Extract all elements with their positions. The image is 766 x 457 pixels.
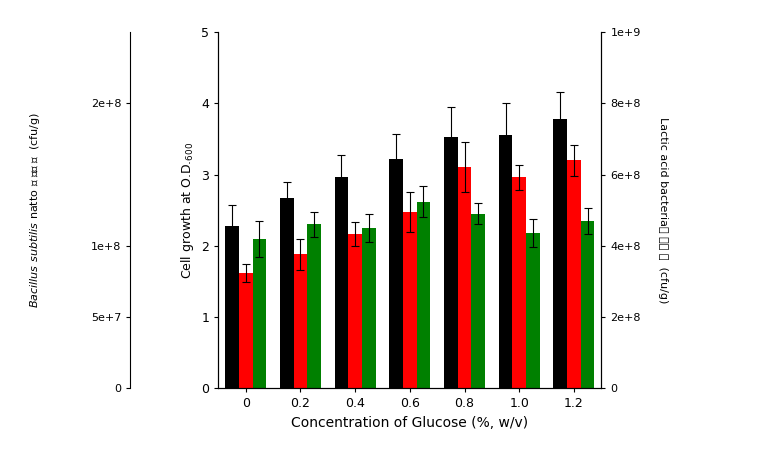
- Bar: [512, 177, 526, 388]
- Bar: [581, 221, 594, 388]
- Bar: [444, 137, 457, 388]
- Bar: [499, 135, 512, 388]
- Bar: [403, 213, 417, 388]
- Bar: [526, 233, 540, 388]
- Y-axis label: Lactic acid bacteria의 균체 수  (cfu/g): Lactic acid bacteria의 균체 수 (cfu/g): [657, 117, 667, 303]
- Bar: [239, 273, 253, 388]
- Bar: [253, 239, 267, 388]
- Bar: [362, 228, 375, 388]
- Bar: [349, 234, 362, 388]
- Bar: [389, 159, 403, 388]
- Bar: [553, 119, 567, 388]
- Bar: [567, 160, 581, 388]
- Y-axis label: Cell growth at O.D.$_{600}$: Cell growth at O.D.$_{600}$: [178, 142, 196, 279]
- Y-axis label: $Bacillus$ $subtilis$ natto 의 균체 수  (cfu/g): $Bacillus$ $subtilis$ natto 의 균체 수 (cfu/…: [28, 112, 42, 308]
- Bar: [280, 198, 293, 388]
- X-axis label: Concentration of Glucose (%, w/v): Concentration of Glucose (%, w/v): [291, 416, 529, 430]
- Bar: [293, 255, 307, 388]
- Bar: [471, 214, 485, 388]
- Bar: [457, 167, 471, 388]
- Bar: [225, 226, 239, 388]
- Bar: [417, 202, 430, 388]
- Bar: [307, 224, 321, 388]
- Bar: [335, 177, 349, 388]
